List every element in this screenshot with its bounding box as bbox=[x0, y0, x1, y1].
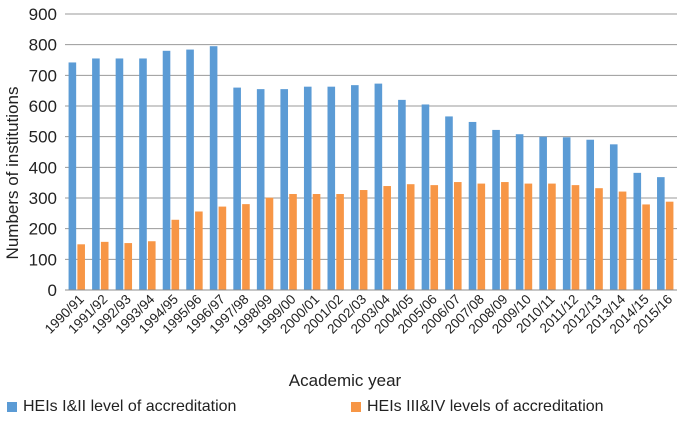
bar-hei-3-4 bbox=[218, 206, 227, 290]
legend: HEIs I&II level of accreditation HEIs II… bbox=[7, 398, 604, 415]
bar-hei-1-2 bbox=[256, 89, 265, 290]
bars bbox=[68, 46, 674, 291]
bar-hei-3-4 bbox=[642, 204, 650, 290]
bar-hei-3-4 bbox=[571, 185, 580, 290]
bar-hei-1-2 bbox=[209, 46, 218, 291]
legend-label-hei-1-2: HEIs I&II level of accreditation bbox=[23, 398, 236, 415]
y-axis-title: Numbers of institutions bbox=[3, 87, 22, 260]
bar-hei-3-4 bbox=[501, 182, 509, 290]
bar-hei-3-4 bbox=[665, 201, 674, 290]
x-axis-title: Academic year bbox=[289, 371, 402, 390]
bar-hei-3-4 bbox=[430, 185, 439, 290]
bar-hei-1-2 bbox=[609, 144, 618, 290]
bar-hei-1-2 bbox=[586, 139, 595, 290]
bar-hei-1-2 bbox=[468, 121, 477, 291]
bar-hei-1-2 bbox=[68, 62, 77, 290]
y-tick-label: 300 bbox=[29, 189, 57, 208]
bar-hei-1-2 bbox=[233, 87, 241, 290]
bar-hei-3-4 bbox=[124, 243, 133, 290]
bar-hei-3-4 bbox=[383, 186, 391, 290]
y-tick-label: 800 bbox=[29, 36, 57, 55]
y-tick-label: 0 bbox=[48, 281, 57, 300]
y-axis-ticks: 0 100 200 300 400 500 600 700 800 900 bbox=[29, 5, 57, 300]
bar-hei-3-4 bbox=[406, 184, 415, 290]
bar-hei-1-2 bbox=[398, 99, 406, 290]
bar-hei-3-4 bbox=[595, 188, 603, 290]
bar-hei-1-2 bbox=[303, 86, 312, 291]
y-tick-label: 100 bbox=[29, 250, 57, 269]
bar-hei-1-2 bbox=[374, 83, 383, 290]
gridlines bbox=[65, 13, 677, 260]
bar-hei-1-2 bbox=[280, 89, 289, 290]
bar-hei-1-2 bbox=[421, 104, 430, 290]
bar-hei-1-2 bbox=[351, 85, 359, 290]
bar-hei-3-4 bbox=[289, 194, 297, 290]
bar-hei-1-2 bbox=[492, 129, 500, 290]
bar-hei-1-2 bbox=[186, 49, 194, 290]
bar-hei-3-4 bbox=[359, 190, 368, 290]
bar-hei-3-4 bbox=[147, 241, 156, 290]
bar-hei-3-4 bbox=[336, 194, 344, 290]
y-tick-label: 500 bbox=[29, 128, 57, 147]
bar-hei-1-2 bbox=[562, 137, 571, 290]
bar-hei-3-4 bbox=[171, 219, 180, 290]
bar-hei-3-4 bbox=[265, 197, 274, 290]
y-tick-label: 600 bbox=[29, 97, 57, 116]
bar-hei-3-4 bbox=[77, 244, 85, 290]
bar-hei-1-2 bbox=[115, 58, 124, 290]
bar-hei-3-4 bbox=[195, 211, 203, 290]
bar-hei-3-4 bbox=[618, 191, 627, 290]
bar-hei-3-4 bbox=[453, 182, 462, 290]
bar-hei-1-2 bbox=[515, 134, 524, 290]
bar-hei-1-2 bbox=[162, 50, 171, 290]
bar-hei-1-2 bbox=[539, 136, 547, 290]
bar-hei-3-4 bbox=[100, 241, 109, 290]
bar-hei-1-2 bbox=[327, 86, 336, 291]
bar-hei-3-4 bbox=[477, 183, 486, 290]
y-tick-label: 400 bbox=[29, 158, 57, 177]
bar-hei-3-4 bbox=[312, 194, 321, 290]
bar-hei-1-2 bbox=[657, 177, 665, 290]
bar-hei-1-2 bbox=[139, 58, 147, 290]
y-tick-label: 900 bbox=[29, 5, 57, 24]
bar-hei-1-2 bbox=[633, 172, 642, 290]
legend-label-hei-3-4: HEIs III&IV levels of accreditation bbox=[367, 398, 604, 415]
legend-swatch-hei-1-2 bbox=[7, 402, 17, 412]
bar-hei-3-4 bbox=[548, 183, 556, 290]
legend-swatch-hei-3-4 bbox=[351, 402, 361, 412]
bar-hei-1-2 bbox=[445, 116, 453, 290]
y-tick-label: 700 bbox=[29, 66, 57, 85]
x-axis-ticks: 1990/911991/921992/931993/941994/951995/… bbox=[42, 291, 676, 336]
bar-hei-3-4 bbox=[242, 204, 250, 290]
bar-hei-3-4 bbox=[524, 183, 533, 290]
y-tick-label: 200 bbox=[29, 220, 57, 239]
bar-hei-1-2 bbox=[92, 58, 100, 290]
